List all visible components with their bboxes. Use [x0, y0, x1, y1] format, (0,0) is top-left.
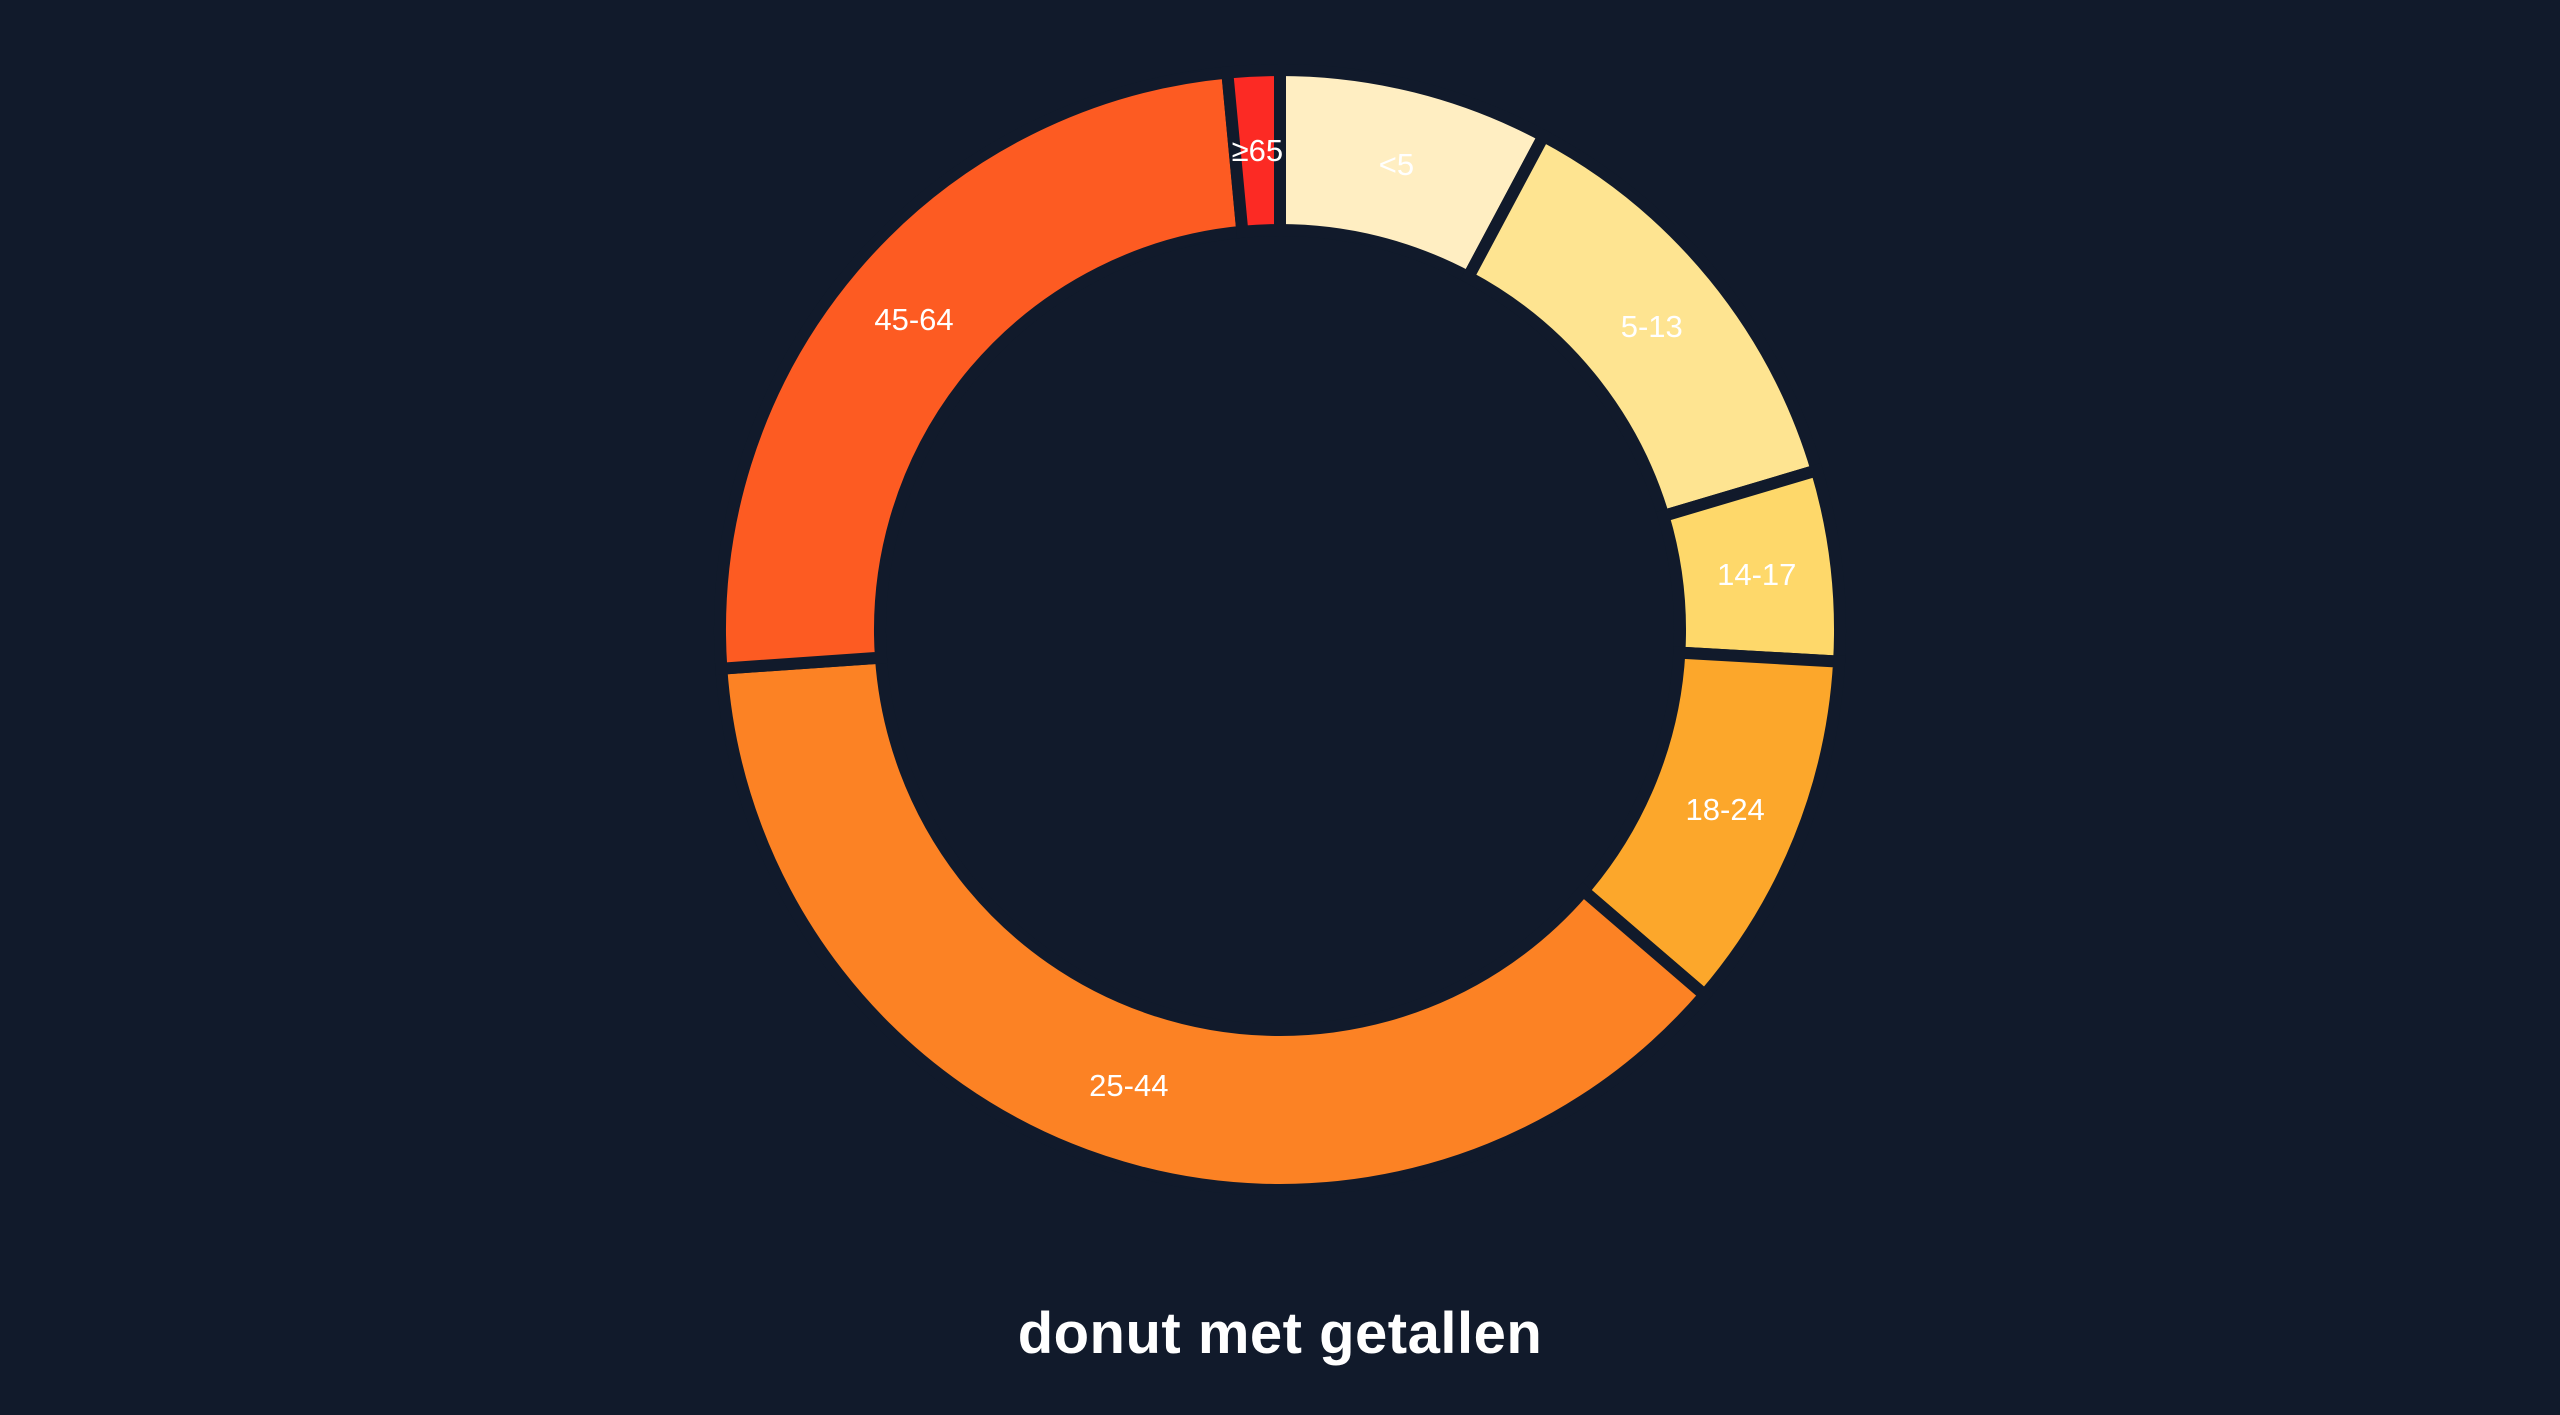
slice-label-5: 45-64: [874, 302, 953, 337]
slice-label-4: 25-44: [1089, 1068, 1168, 1103]
donut-slice-4[interactable]: [714, 651, 1714, 1196]
chart-title: donut met getallen: [1017, 1301, 1543, 1366]
slice-label-0: <5: [1379, 147, 1414, 182]
slice-label-6: ≥65: [1232, 133, 1284, 168]
donut-slices: [714, 63, 1846, 1196]
slice-label-2: 14-17: [1717, 557, 1796, 592]
slice-label-1: 5-13: [1621, 309, 1683, 344]
slice-label-3: 18-24: [1686, 792, 1765, 827]
donut-slice-labels: <5 5-13 14-17 18-24 25-44 45-64 ≥65: [874, 133, 1796, 1103]
donut-slice-6[interactable]: [1220, 63, 1286, 239]
donut-slice-5[interactable]: [714, 65, 1249, 676]
